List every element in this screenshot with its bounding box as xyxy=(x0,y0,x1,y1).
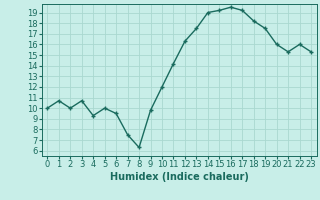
X-axis label: Humidex (Indice chaleur): Humidex (Indice chaleur) xyxy=(110,172,249,182)
